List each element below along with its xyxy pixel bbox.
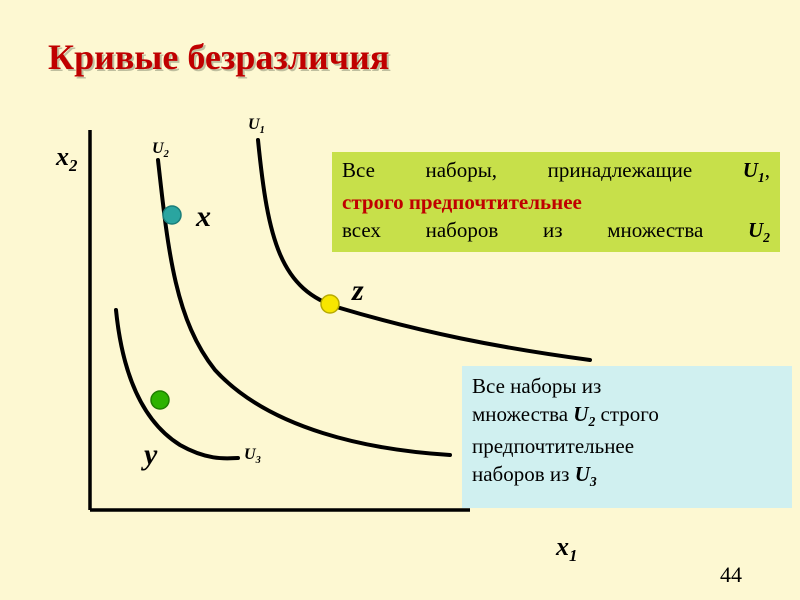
point-label-z: z — [352, 274, 364, 308]
textbox-preference-2: Все наборы из множества U2 строго предпо… — [462, 366, 792, 508]
textbox1-line3: всех наборов из множества U2 — [342, 216, 770, 248]
textbox2-line4: наборов из U3 — [472, 460, 782, 492]
textbox1-line1: Все наборы, принадлежащие U1, — [342, 156, 770, 188]
textbox2-line2: множества U2 строго — [472, 400, 782, 432]
curve-label-u1: U1 — [248, 116, 265, 136]
axis-label-x2: x2 — [56, 142, 77, 176]
title-text: Кривые безразличия — [48, 37, 389, 77]
textbox-preference-1: Все наборы, принадлежащие U1, строго пре… — [332, 152, 780, 252]
page-number: 44 — [720, 562, 742, 588]
axis-label-x1: x1 — [556, 532, 577, 566]
point-label-y: y — [144, 438, 157, 472]
slide-title: Кривые безразличия — [48, 36, 389, 78]
curve-label-u2: U2 — [152, 140, 169, 160]
point-label-x: x — [196, 200, 211, 234]
textbox2-line3: предпочтительнее — [472, 432, 782, 460]
textbox1-line2: строго предпочтительнее — [342, 188, 770, 216]
curve-label-u3: U3 — [244, 446, 261, 466]
textbox2-line1: Все наборы из — [472, 372, 782, 400]
